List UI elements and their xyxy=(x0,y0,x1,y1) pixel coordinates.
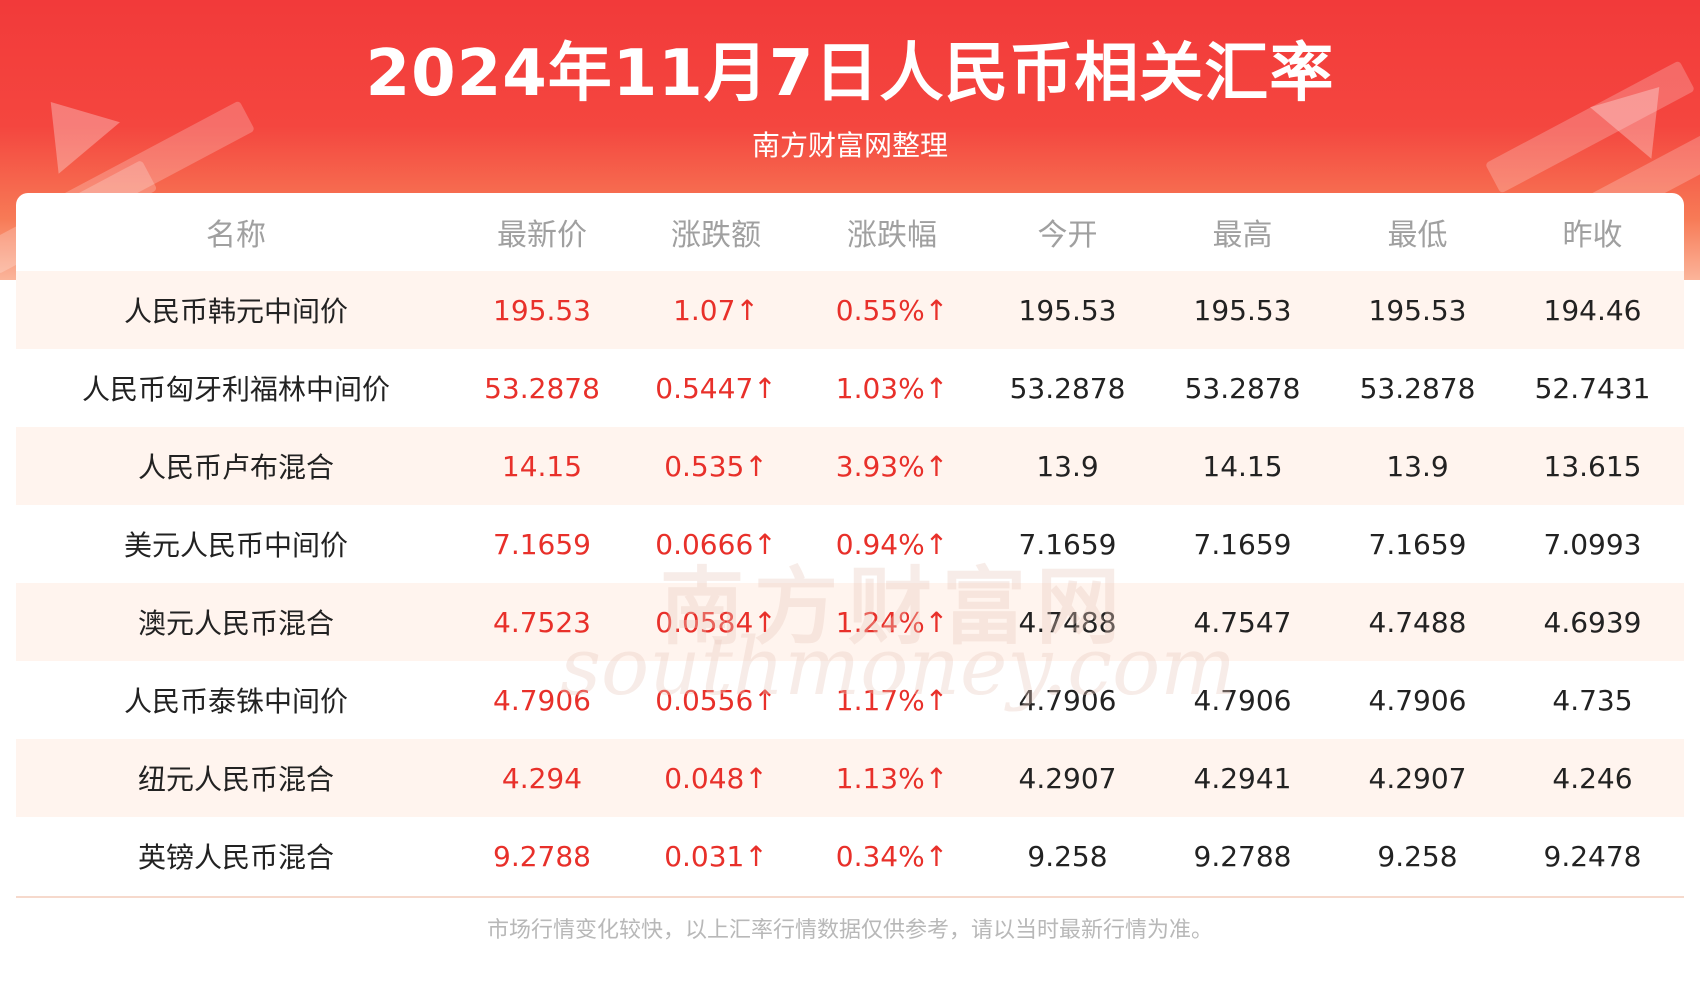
prev-close: 4.6939 xyxy=(1543,605,1642,639)
prev-close: 9.2478 xyxy=(1543,839,1642,873)
latest-price: 9.2788 xyxy=(493,839,591,873)
prev-close: 7.0993 xyxy=(1543,527,1642,561)
change-percent: 1.17%↑ xyxy=(835,683,949,717)
prev-close: 52.7431 xyxy=(1534,371,1651,405)
column-header-prev-close: 昨收 xyxy=(1562,218,1623,253)
change-percent: 1.24%↑ xyxy=(835,605,949,639)
high-price: 9.2788 xyxy=(1193,839,1292,873)
low-price: 9.258 xyxy=(1377,839,1458,873)
rate-name: 澳元人民币混合 xyxy=(137,607,334,640)
prev-close: 13.615 xyxy=(1543,449,1642,483)
open-price: 4.2907 xyxy=(1018,761,1117,795)
change-amount: 1.07↑ xyxy=(673,293,759,327)
latest-price: 7.1659 xyxy=(493,527,591,561)
change-amount: 0.0556↑ xyxy=(655,683,777,717)
change-percent: 0.55%↑ xyxy=(835,293,949,327)
high-price: 195.53 xyxy=(1193,293,1292,327)
column-header-open: 今开 xyxy=(1037,218,1098,253)
change-percent: 1.03%↑ xyxy=(835,371,949,405)
high-price: 14.15 xyxy=(1202,449,1283,483)
low-price: 4.7906 xyxy=(1368,683,1467,717)
rate-name: 纽元人民币混合 xyxy=(137,763,334,796)
latest-price: 53.2878 xyxy=(484,371,600,405)
latest-price: 14.15 xyxy=(501,449,583,483)
low-price: 4.7488 xyxy=(1368,605,1467,639)
high-price: 4.7547 xyxy=(1193,605,1292,639)
change-amount: 0.031↑ xyxy=(664,839,768,873)
open-price: 4.7906 xyxy=(1018,683,1117,717)
table-header-row: 名称 最新价 涨跌额 涨跌幅 今开 最高 最低 昨收 xyxy=(16,193,1684,271)
low-price: 53.2878 xyxy=(1359,371,1476,405)
prev-close: 4.735 xyxy=(1552,683,1633,717)
open-price: 9.258 xyxy=(1027,839,1108,873)
table-row: 人民币泰铢中间价 4.7906 0.0556↑ 1.17%↑ 4.7906 4.… xyxy=(16,661,1684,739)
table-row: 英镑人民币混合 9.2788 0.031↑ 0.34%↑ 9.258 9.278… xyxy=(16,817,1684,895)
column-header-name: 名称 xyxy=(206,218,266,253)
change-amount: 0.5447↑ xyxy=(655,371,777,405)
table-row: 澳元人民币混合 4.7523 0.0584↑ 1.24%↑ 4.7488 4.7… xyxy=(16,583,1684,661)
table-row: 纽元人民币混合 4.294 0.048↑ 1.13%↑ 4.2907 4.294… xyxy=(16,739,1684,817)
latest-price: 4.7906 xyxy=(493,683,591,717)
change-percent: 0.34%↑ xyxy=(835,839,949,873)
low-price: 4.2907 xyxy=(1368,761,1467,795)
rate-name: 英镑人民币混合 xyxy=(137,841,334,874)
column-header-change-pct: 涨跌幅 xyxy=(847,218,937,253)
high-price: 4.7906 xyxy=(1193,683,1292,717)
high-price: 7.1659 xyxy=(1193,527,1292,561)
table-row: 人民币韩元中间价 195.53 1.07↑ 0.55%↑ 195.53 195.… xyxy=(16,271,1684,349)
prev-close: 194.46 xyxy=(1543,293,1642,327)
open-price: 4.7488 xyxy=(1018,605,1117,639)
change-amount: 0.0666↑ xyxy=(655,527,777,561)
table-row: 人民币匈牙利福林中间价 53.2878 0.5447↑ 1.03%↑ 53.28… xyxy=(16,349,1684,427)
rate-name: 人民币韩元中间价 xyxy=(123,295,348,328)
rate-name: 人民币卢布混合 xyxy=(137,451,334,484)
rate-name: 人民币泰铢中间价 xyxy=(123,685,348,718)
column-header-change: 涨跌额 xyxy=(671,218,761,253)
table-row: 人民币卢布混合 14.15 0.535↑ 3.93%↑ 13.9 14.15 1… xyxy=(16,427,1684,505)
latest-price: 4.7523 xyxy=(493,605,591,639)
change-amount: 0.535↑ xyxy=(664,449,768,483)
rate-name: 美元人民币中间价 xyxy=(123,529,348,562)
open-price: 13.9 xyxy=(1036,449,1099,483)
open-price: 7.1659 xyxy=(1018,527,1117,561)
low-price: 195.53 xyxy=(1368,293,1467,327)
rates-table: 名称 最新价 涨跌额 涨跌幅 今开 最高 最低 昨收 人民币韩元中间价 195.… xyxy=(16,193,1684,898)
latest-price: 4.294 xyxy=(501,761,583,795)
page-subtitle: 南方财富网整理 xyxy=(751,129,948,162)
footer-note: 市场行情变化较快，以上汇率行情数据仅供参考，请以当时最新行情为准。 xyxy=(486,918,1213,943)
high-price: 53.2878 xyxy=(1184,371,1301,405)
column-header-high: 最高 xyxy=(1212,218,1273,253)
latest-price: 195.53 xyxy=(493,293,591,327)
prev-close: 4.246 xyxy=(1552,761,1633,795)
table-row: 美元人民币中间价 7.1659 0.0666↑ 0.94%↑ 7.1659 7.… xyxy=(16,505,1684,583)
low-price: 7.1659 xyxy=(1368,527,1467,561)
change-percent: 0.94%↑ xyxy=(835,527,949,561)
change-percent: 3.93%↑ xyxy=(835,449,949,483)
change-percent: 1.13%↑ xyxy=(835,761,949,795)
rate-name: 人民币匈牙利福林中间价 xyxy=(81,373,390,406)
change-amount: 0.048↑ xyxy=(664,761,768,795)
high-price: 4.2941 xyxy=(1193,761,1292,795)
page-title: 2024年11月7日人民币相关汇率 xyxy=(365,37,1335,111)
column-header-low: 最低 xyxy=(1387,218,1448,253)
open-price: 195.53 xyxy=(1018,293,1117,327)
low-price: 13.9 xyxy=(1386,449,1449,483)
column-header-latest: 最新价 xyxy=(497,218,587,253)
change-amount: 0.0584↑ xyxy=(655,605,777,639)
open-price: 53.2878 xyxy=(1009,371,1126,405)
